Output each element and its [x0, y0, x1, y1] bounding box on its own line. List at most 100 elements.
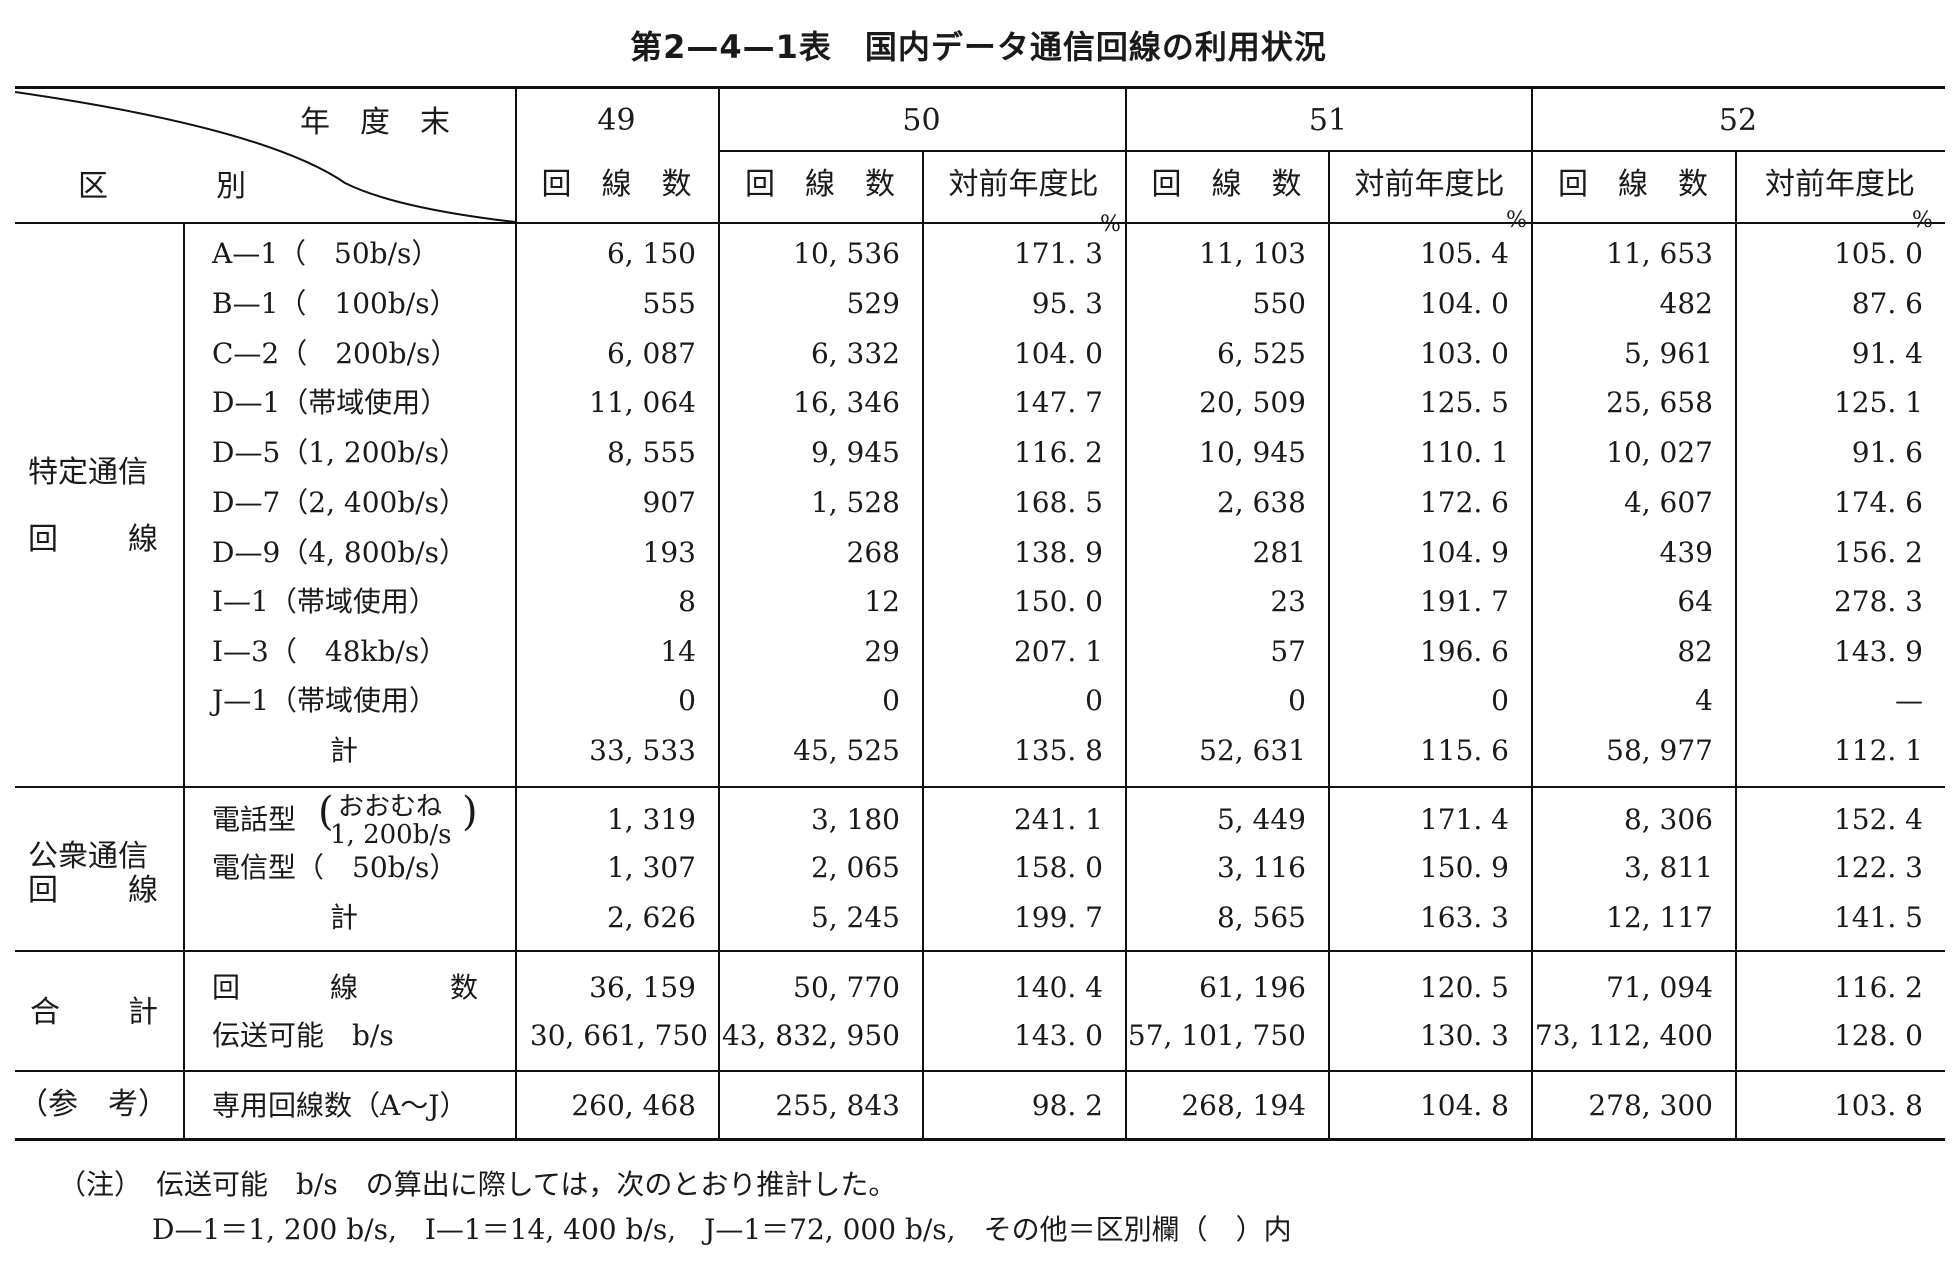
row-label: I—1（帯域使用）: [212, 585, 437, 618]
table-cell: 87. 6: [1851, 287, 1923, 320]
table-cell: 95. 3: [1031, 287, 1103, 320]
group-public-line-b: 線: [128, 873, 158, 908]
year-rule: [718, 150, 1945, 152]
horizontal-rule: [15, 1138, 1945, 1141]
row-label: B—1（ 100b/s）: [212, 287, 458, 320]
table-cell: 529: [846, 287, 900, 320]
percent-sign: %: [1100, 212, 1121, 237]
table-cell: 3, 811: [1623, 851, 1713, 884]
table-cell: 199. 7: [1013, 901, 1103, 934]
table-cell: 116. 2: [1013, 436, 1103, 469]
horizontal-rule: [15, 786, 1945, 788]
table-cell: 150. 9: [1419, 851, 1509, 884]
header-ratio: 対前年度比: [1765, 167, 1915, 202]
table-cell: 150. 0: [1013, 585, 1103, 618]
vertical-rule: [515, 86, 517, 1140]
table-cell: 52, 631: [1199, 734, 1306, 767]
table-cell: 0: [678, 684, 696, 717]
group-total-a: 合: [30, 995, 60, 1030]
table-cell: 57: [1270, 635, 1306, 668]
table-cell: 11, 103: [1199, 237, 1306, 270]
table-cell: 130. 3: [1419, 1019, 1509, 1052]
header-count: 回 線 数: [745, 167, 895, 202]
vertical-rule: [922, 150, 924, 1140]
table-cell: 268, 194: [1181, 1089, 1306, 1122]
row-label-sub: 1, 200b/s: [330, 820, 452, 850]
table-cell: 5, 449: [1216, 803, 1306, 836]
table-cell: 10, 027: [1606, 436, 1713, 469]
table-cell: 33, 533: [589, 734, 696, 767]
header-category-label-1: 区: [78, 169, 108, 204]
header-year-51: 51: [1308, 103, 1348, 138]
table-cell: 50, 770: [793, 971, 900, 1004]
table-cell: 2, 626: [606, 901, 696, 934]
table-cell: 135. 8: [1013, 734, 1103, 767]
table-cell: 104. 0: [1013, 337, 1103, 370]
table-cell: 110. 1: [1419, 436, 1509, 469]
table-cell: 0: [1288, 684, 1306, 717]
table-cell: 0: [882, 684, 900, 717]
table-cell: 45, 525: [793, 734, 900, 767]
row-label: 数: [450, 971, 479, 1004]
table-cell: 439: [1659, 536, 1713, 569]
table-cell: 125. 1: [1833, 386, 1923, 419]
vertical-rule: [183, 222, 185, 1140]
table-cell: 8, 306: [1623, 803, 1713, 836]
table-cell: 3, 116: [1216, 851, 1306, 884]
header-count: 回 線 数: [1151, 167, 1302, 202]
table-cell: 172. 6: [1419, 486, 1509, 519]
row-label: J—1（帯域使用）: [212, 684, 438, 717]
table-cell: 57, 101, 750: [1127, 1019, 1306, 1052]
table-cell: 30, 661, 750: [529, 1019, 708, 1052]
table-cell: 10, 536: [793, 237, 900, 270]
table-cell: 36, 159: [589, 971, 696, 1004]
table-cell: 550: [1252, 287, 1306, 320]
header-diagonal-line: [15, 91, 515, 223]
row-label: 電信型（ 50b/s）: [212, 851, 458, 884]
horizontal-rule: [15, 1070, 1945, 1072]
table-cell: 91. 6: [1851, 436, 1923, 469]
table-cell: 104. 0: [1419, 287, 1509, 320]
row-label-total: 計: [330, 734, 359, 767]
header-ratio: 対前年度比: [948, 167, 1099, 202]
horizontal-rule: [15, 950, 1945, 952]
table-cell: 174. 6: [1833, 486, 1923, 519]
table-cell: 191. 7: [1419, 585, 1509, 618]
table-cell: 2, 638: [1216, 486, 1306, 519]
table-cell: 482: [1659, 287, 1713, 320]
percent-sign: %: [1506, 208, 1527, 233]
row-label: D—9（4, 800b/s）: [212, 536, 468, 569]
table-cell: 61, 196: [1199, 971, 1306, 1004]
table-cell: 0: [1085, 684, 1103, 717]
table-cell: 73, 112, 400: [1534, 1019, 1713, 1052]
header-year-label: 年 度 末: [300, 105, 450, 140]
vertical-rule: [1531, 86, 1533, 1140]
group-ref-label: （参 考）: [18, 1087, 168, 1122]
table-cell: 112. 1: [1833, 734, 1923, 767]
table-cell: 268: [846, 536, 900, 569]
table-cell: 25, 658: [1606, 386, 1713, 419]
table-cell: 105. 0: [1833, 237, 1923, 270]
vertical-rule: [1735, 150, 1737, 1140]
table-cell: 43, 832, 950: [721, 1019, 900, 1052]
table-cell: 0: [1491, 684, 1509, 717]
table-cell: 104. 8: [1419, 1089, 1509, 1122]
table-cell: 260, 468: [571, 1089, 696, 1122]
horizontal-rule: [15, 222, 1945, 224]
header-year-52: 52: [1718, 103, 1758, 138]
row-label: 回: [212, 971, 241, 1004]
row-label: 専用回線数（A～J）: [212, 1089, 468, 1122]
table-cell: 29: [864, 635, 900, 668]
row-label: D—7（2, 400b/s）: [212, 486, 468, 519]
table-cell: 207. 1: [1013, 635, 1103, 668]
table-cell: 82: [1677, 635, 1713, 668]
table-cell: 11, 064: [589, 386, 696, 419]
table-cell: 8, 555: [606, 436, 696, 469]
header-count: 回 線 数: [1558, 167, 1708, 202]
table-cell: 158. 0: [1013, 851, 1103, 884]
header-year-49: 49: [597, 103, 636, 138]
table-cell: 278. 3: [1833, 585, 1923, 618]
table-cell: 168. 5: [1013, 486, 1103, 519]
header-count: 回 線 数: [541, 167, 692, 202]
row-label: C—2（ 200b/s）: [212, 337, 459, 370]
